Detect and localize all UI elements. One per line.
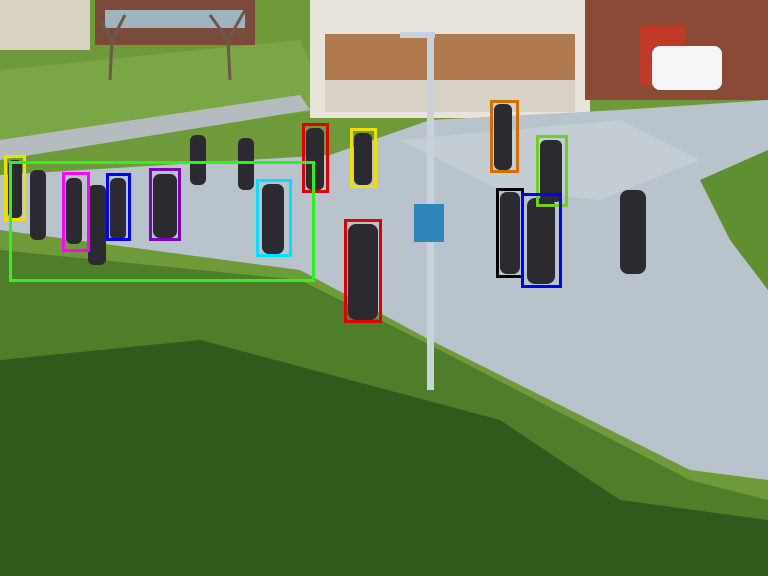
upper-walkway: [0, 95, 310, 160]
detection-box-4: [149, 168, 181, 241]
main-building-windows: [325, 34, 575, 80]
tree-center: [208, 9, 247, 81]
detection-box-9: [536, 135, 568, 207]
detection-box-12: [344, 219, 382, 323]
tree-left: [98, 14, 127, 81]
detection-box-2: [4, 155, 26, 221]
detection-box-3: [106, 173, 131, 241]
detection-box-group: [9, 161, 315, 282]
right-lawn: [700, 150, 768, 290]
detection-box-10: [496, 188, 524, 278]
far-building: [0, 0, 90, 50]
detection-box-7: [350, 128, 377, 188]
white-van: [652, 46, 722, 90]
detection-box-11: [521, 193, 562, 288]
detection-box-5: [256, 179, 292, 257]
sign-icon: [414, 204, 444, 242]
main-building-base: [325, 80, 575, 112]
detection-box-8: [490, 100, 519, 173]
shadow-lawn: [0, 340, 768, 576]
detection-box-1: [62, 172, 90, 252]
lamp-arm: [400, 32, 435, 38]
detection-box-6: [302, 123, 329, 193]
crowd: [8, 104, 646, 320]
windows-left: [105, 10, 245, 28]
